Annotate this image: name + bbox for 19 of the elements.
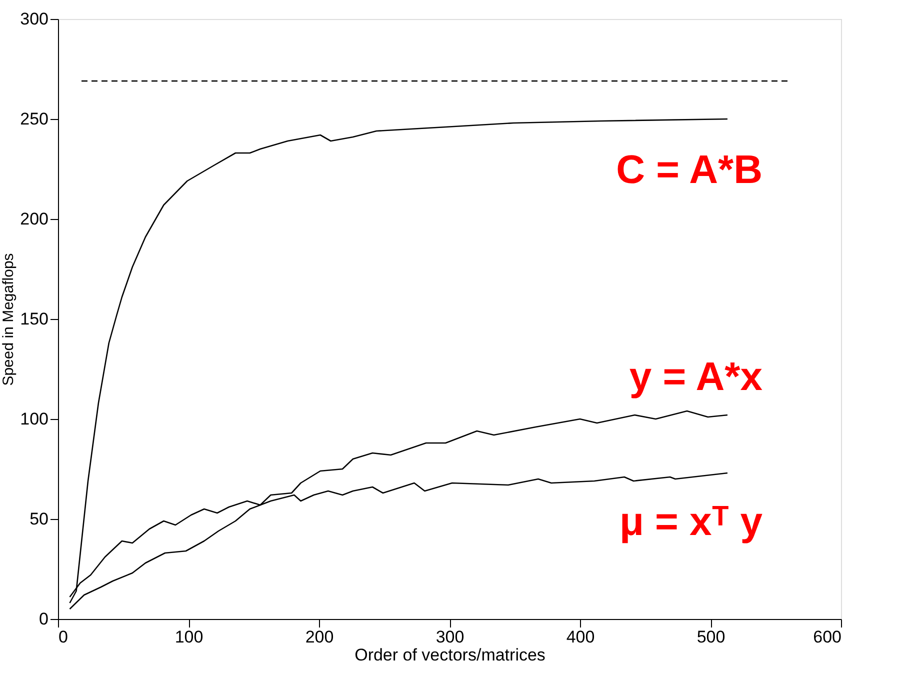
x-tick-label: 500 [696,628,726,646]
x-tick-label: 600 [813,628,842,646]
y-tick-label: 0 [39,610,48,628]
y-tick-label: 250 [20,110,48,128]
series-label: μ = xᵀ y [619,500,764,544]
y-tick-label: 50 [30,510,48,528]
x-tick-label: 300 [436,628,464,646]
x-tick-label: 400 [566,628,595,646]
x-tick-label: 100 [174,628,204,646]
y-tick-label: 100 [20,410,48,428]
y-axis-title: Speed in Megaflops [0,253,18,386]
x-axis-title: Order of vectors/matrices [354,646,546,664]
series-label: y = A*x [629,355,762,399]
x-tick-label: 200 [305,628,334,646]
series-label: C = A*B [616,148,762,192]
y-tick-label: 200 [20,210,48,228]
y-tick-label: 150 [20,310,48,328]
y-tick-label: 300 [20,10,48,28]
x-tick-label: 0 [58,628,68,646]
